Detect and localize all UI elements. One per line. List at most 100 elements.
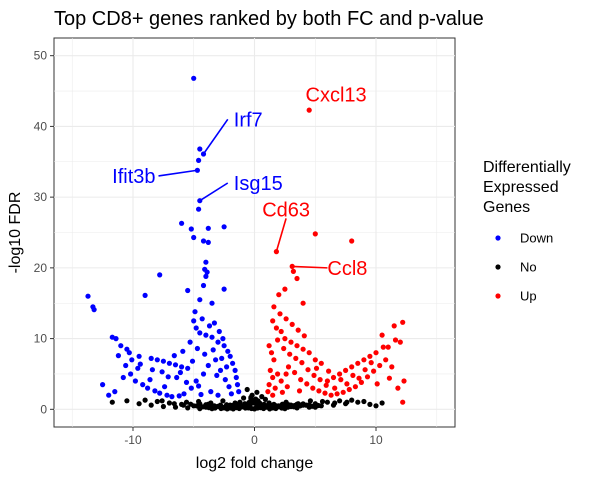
data-point-up	[361, 357, 367, 363]
data-point-up	[392, 337, 399, 343]
data-point-up	[362, 367, 368, 373]
data-point-up	[330, 374, 337, 381]
data-point-no	[220, 398, 226, 404]
data-point-no	[312, 404, 318, 410]
data-point-down	[169, 394, 175, 400]
data-point-up	[324, 378, 330, 384]
data-point-down	[113, 336, 119, 342]
data-point-no	[262, 396, 268, 402]
data-point-no	[257, 400, 263, 406]
legend: Differentially Expressed Genes Down No Up	[483, 159, 571, 304]
data-point-up	[386, 375, 392, 381]
data-point-up	[364, 374, 371, 380]
data-point-down	[174, 374, 180, 381]
data-point-up	[380, 344, 386, 350]
data-point-no	[180, 402, 186, 408]
legend-title: Differentially	[483, 159, 571, 176]
data-point-no	[230, 402, 236, 409]
data-point-up	[346, 386, 352, 393]
annotation-ccl8: Ccl8	[292, 258, 367, 280]
data-point-down	[205, 225, 211, 231]
data-point-up	[275, 371, 281, 377]
data-point-down	[200, 371, 207, 377]
data-point-down	[209, 334, 215, 340]
data-point-down	[194, 167, 200, 173]
legend-title: Expressed	[483, 179, 559, 196]
data-point-no	[279, 401, 285, 407]
data-point-down	[193, 378, 199, 384]
data-point-down	[177, 369, 183, 376]
data-point-no	[197, 401, 203, 407]
chart-title: Top CD8+ genes ranked by both FC and p-v…	[54, 8, 484, 30]
data-point-down	[197, 146, 203, 152]
x-tick-label: 0	[251, 433, 258, 447]
data-point-no	[142, 397, 148, 403]
data-point-down	[100, 382, 106, 388]
data-point-up	[281, 345, 287, 352]
data-point-up	[278, 328, 284, 335]
y-tick-label: 50	[34, 49, 48, 63]
data-point-no	[259, 394, 265, 400]
data-point-up	[367, 353, 373, 359]
data-point-up	[298, 377, 304, 383]
data-point-down	[191, 234, 197, 241]
data-point-up	[383, 357, 389, 363]
data-point-up	[301, 333, 307, 339]
data-point-down	[176, 393, 182, 399]
data-point-down	[140, 382, 146, 388]
data-point-down	[181, 391, 187, 397]
data-point-no	[292, 402, 298, 409]
data-point-up	[271, 304, 277, 310]
x-tick-label: -10	[124, 433, 142, 447]
data-point-down	[211, 320, 217, 326]
data-point-up	[277, 311, 283, 317]
data-point-down	[135, 365, 141, 371]
data-points	[85, 75, 407, 412]
data-point-up	[349, 238, 355, 244]
grid-lines	[54, 38, 455, 427]
data-point-down	[188, 385, 194, 391]
data-point-up	[268, 350, 275, 356]
data-point-down	[208, 389, 214, 395]
data-point-up	[282, 286, 288, 292]
data-point-down	[165, 374, 171, 380]
series-down	[85, 75, 242, 400]
data-point-down	[137, 361, 143, 367]
data-point-no	[285, 402, 292, 408]
y-tick-label: 10	[34, 332, 48, 346]
x-tick-label: 10	[369, 433, 383, 447]
data-point-up	[379, 332, 385, 338]
data-point-up	[340, 389, 346, 395]
data-point-up	[334, 391, 340, 397]
annotation-cxcl13: Cxcl13	[306, 85, 367, 107]
data-point-no	[217, 402, 224, 408]
data-point-up	[287, 351, 293, 357]
data-point-down	[106, 392, 112, 398]
data-point-down	[159, 369, 165, 375]
data-point-up	[316, 388, 322, 394]
data-point-no	[236, 401, 242, 407]
data-point-up	[391, 323, 397, 329]
data-point-up	[311, 372, 317, 378]
data-point-up	[352, 384, 358, 390]
data-point-up	[389, 364, 395, 370]
data-point-down	[200, 238, 207, 244]
legend-key-no	[495, 264, 501, 270]
data-point-up	[349, 364, 355, 370]
data-point-up	[292, 369, 298, 376]
legend-label: Up	[520, 289, 537, 304]
gene-label: Ifit3b	[112, 166, 155, 188]
data-point-down	[188, 226, 194, 232]
data-point-up	[356, 375, 362, 381]
data-point-up	[279, 389, 285, 395]
data-point-down	[172, 362, 179, 368]
data-point-up	[385, 344, 391, 350]
annotation-leader-line	[199, 182, 229, 202]
annotation-leader-line	[202, 118, 229, 155]
data-point-up	[397, 339, 403, 345]
data-point-down	[112, 389, 118, 395]
data-point-up	[328, 392, 334, 398]
data-point-down	[205, 239, 211, 245]
data-point-down	[236, 389, 242, 395]
data-point-down	[227, 353, 233, 359]
